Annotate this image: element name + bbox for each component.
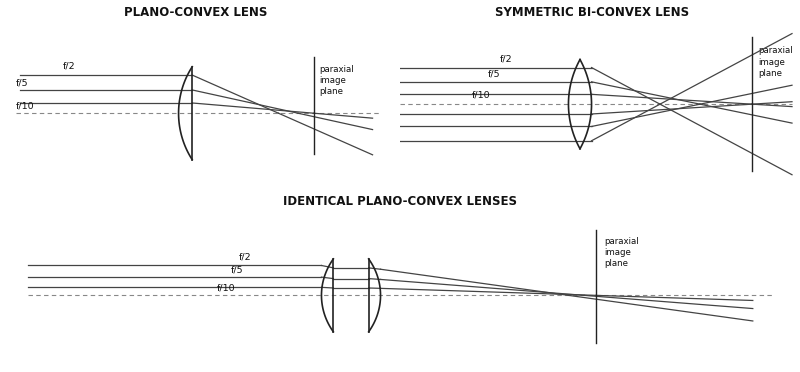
- Text: f/10: f/10: [217, 284, 235, 293]
- Text: f/2: f/2: [63, 61, 75, 70]
- Text: f/5: f/5: [16, 78, 29, 87]
- Text: f/5: f/5: [230, 265, 243, 274]
- Text: f/5: f/5: [488, 70, 501, 79]
- Text: f/10: f/10: [472, 91, 490, 100]
- Text: paraxial
image
plane: paraxial image plane: [604, 237, 638, 268]
- Text: f/2: f/2: [500, 54, 513, 63]
- Text: f/2: f/2: [238, 252, 251, 261]
- Text: f/10: f/10: [16, 101, 34, 110]
- Text: paraxial
image
plane: paraxial image plane: [320, 65, 354, 96]
- Text: SYMMETRIC BI-CONVEX LENS: SYMMETRIC BI-CONVEX LENS: [495, 6, 689, 19]
- Text: PLANO-CONVEX LENS: PLANO-CONVEX LENS: [125, 6, 268, 19]
- Text: paraxial
image
plane: paraxial image plane: [758, 46, 793, 78]
- Text: IDENTICAL PLANO-CONVEX LENSES: IDENTICAL PLANO-CONVEX LENSES: [283, 195, 517, 208]
